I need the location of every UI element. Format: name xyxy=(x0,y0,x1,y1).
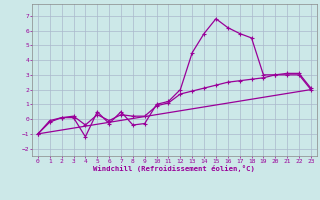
X-axis label: Windchill (Refroidissement éolien,°C): Windchill (Refroidissement éolien,°C) xyxy=(93,165,255,172)
